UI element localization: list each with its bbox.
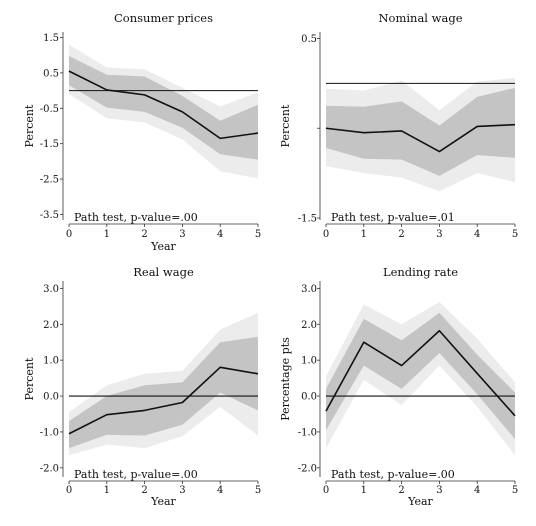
ci90-band bbox=[69, 55, 258, 160]
x-tick-label: 5 bbox=[512, 485, 518, 496]
y-tick-label: -1.0 bbox=[40, 427, 59, 438]
y-tick-label: 2.0 bbox=[301, 320, 317, 331]
x-tick-label: 5 bbox=[255, 485, 261, 496]
y-axis-title: Percentage pts bbox=[279, 337, 292, 421]
y-tick-label: 2.0 bbox=[43, 320, 59, 331]
x-axis-title: Year bbox=[150, 240, 176, 253]
panel-title: Nominal wage bbox=[378, 11, 462, 25]
x-tick-label: 2 bbox=[398, 229, 404, 240]
estimate-line bbox=[325, 329, 516, 417]
y-tick-label: 1.5 bbox=[43, 33, 59, 44]
estimate-line bbox=[325, 123, 516, 153]
y-tick-label: -1.0 bbox=[298, 427, 317, 438]
path-test-annotation: Path test, p-value=.00 bbox=[74, 211, 198, 224]
y-tick-label: 3.0 bbox=[43, 284, 59, 295]
panel-title: Lending rate bbox=[383, 265, 458, 279]
x-tick-label: 1 bbox=[104, 485, 110, 496]
x-tick-label: 2 bbox=[141, 485, 147, 496]
x-tick-label: 4 bbox=[474, 485, 480, 496]
y-tick-label: -1.5 bbox=[40, 139, 59, 150]
panel-title: Consumer prices bbox=[114, 11, 213, 25]
y-tick-label: -3.5 bbox=[40, 210, 59, 221]
y-tick-label: 1.0 bbox=[301, 356, 317, 367]
path-test-annotation: Path test, p-value=.00 bbox=[74, 468, 198, 481]
y-tick-label: -2.0 bbox=[40, 463, 59, 474]
path-test-annotation: Path test, p-value=.01 bbox=[331, 211, 455, 224]
y-axis-title: Percent bbox=[23, 104, 36, 147]
x-axis-title: Year bbox=[407, 495, 433, 508]
x-tick-label: 5 bbox=[512, 229, 518, 240]
x-tick-label: 5 bbox=[255, 229, 261, 240]
y-tick-label: 1.0 bbox=[43, 356, 59, 367]
x-tick-label: 1 bbox=[104, 229, 110, 240]
x-tick-label: 0 bbox=[66, 229, 72, 240]
y-tick-label: -2.5 bbox=[40, 175, 59, 186]
y-tick-label: 0.0 bbox=[43, 392, 59, 403]
x-tick-label: 0 bbox=[323, 229, 329, 240]
y-tick-label: -0.5 bbox=[40, 104, 59, 115]
x-tick-label: 4 bbox=[474, 229, 480, 240]
x-tick-label: 4 bbox=[217, 485, 223, 496]
y-tick-label: -2.0 bbox=[298, 463, 317, 474]
y-tick-label: 0.5 bbox=[301, 34, 317, 45]
panel-3: 3.0 2.0 1.0 0.0 -1.0 -2.0 0 1 2 3 4 5 Lending rate Pe… bbox=[279, 265, 518, 508]
x-tick-label: 4 bbox=[217, 229, 223, 240]
x-tick-label: 3 bbox=[179, 485, 185, 496]
y-tick-label: -1.5 bbox=[298, 214, 317, 225]
panel-1: 0.5 -1.5 0 1 2 3 4 5 Nominal wage Percent Path tes… bbox=[279, 11, 518, 240]
y-axis-title: Percent bbox=[279, 104, 292, 147]
y-axis-title: Percent bbox=[23, 357, 36, 400]
ci90-band bbox=[69, 336, 258, 449]
x-tick-label: 2 bbox=[398, 485, 404, 496]
panel-title: Real wage bbox=[133, 265, 194, 279]
ci90-band bbox=[326, 87, 515, 176]
y-tick-label: 0.5 bbox=[43, 68, 59, 79]
estimate-line bbox=[68, 366, 259, 435]
x-tick-label: 0 bbox=[323, 485, 329, 496]
y-tick-label: 3.0 bbox=[301, 284, 317, 295]
x-tick-label: 1 bbox=[361, 229, 367, 240]
x-tick-label: 2 bbox=[141, 229, 147, 240]
x-tick-label: 3 bbox=[436, 485, 442, 496]
x-tick-label: 3 bbox=[179, 229, 185, 240]
x-tick-label: 1 bbox=[361, 485, 367, 496]
estimate-line bbox=[68, 70, 259, 140]
y-tick-label: 0.0 bbox=[301, 392, 317, 403]
panel-2: 3.0 2.0 1.0 0.0 -1.0 -2.0 0 1 2 3 4 5 Real wage Perce… bbox=[23, 265, 261, 508]
x-tick-label: 3 bbox=[436, 229, 442, 240]
x-tick-label: 0 bbox=[66, 485, 72, 496]
panel-0: 1.5 0.5 -0.5 -1.5 -2.5 -3.5 0 1 2 3 4 5 Consumer pri… bbox=[23, 11, 261, 253]
ci90-band bbox=[326, 312, 515, 440]
x-axis-title: Year bbox=[150, 495, 176, 508]
path-test-annotation: Path test, p-value=.00 bbox=[331, 468, 455, 481]
